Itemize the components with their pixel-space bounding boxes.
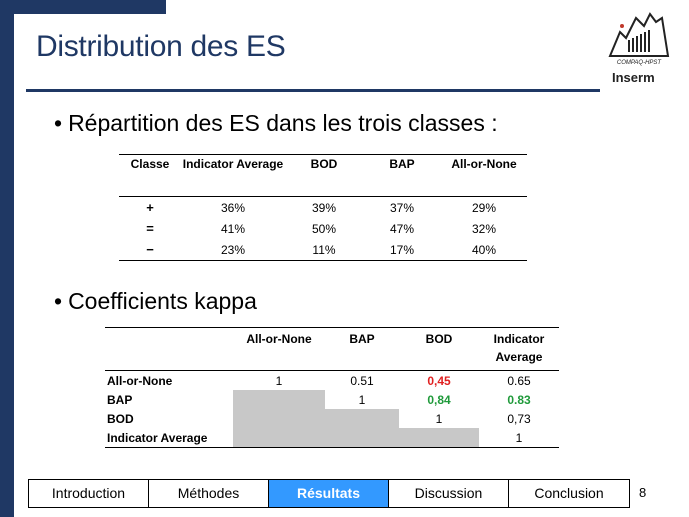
- table-cell: 47%: [389, 221, 415, 236]
- classes-table-header: Classe Indicator Average BOD BAP All-or-…: [119, 154, 527, 197]
- page-number: 8: [639, 485, 647, 500]
- bullet-text: Répartition des ES dans les trois classe…: [68, 110, 498, 136]
- table-cell: 32%: [471, 221, 497, 236]
- nav-discussion[interactable]: Discussion: [389, 480, 509, 507]
- table-cell: 23%: [220, 242, 246, 257]
- table-row: = 41% 50% 47% 32%: [119, 218, 527, 239]
- row-label: BAP: [107, 392, 133, 407]
- table-cell: 1: [275, 373, 283, 388]
- shaded-cell: [325, 409, 399, 428]
- header-bod: BOD: [285, 154, 363, 197]
- table-cell: 40%: [471, 242, 497, 257]
- logo-caption: COMPAQ-HPST: [616, 60, 662, 66]
- left-accent-bar: [0, 0, 14, 517]
- slide-title: Distribution des ES: [36, 30, 286, 63]
- table-cell: 1: [358, 392, 366, 407]
- bullet-dot: •: [54, 110, 63, 136]
- nav-methodes[interactable]: Méthodes: [149, 480, 269, 507]
- shaded-cell: [399, 428, 479, 448]
- class-symbol: +: [146, 200, 154, 215]
- header-indicator-average: Indicator Average: [479, 327, 559, 371]
- table-cell: 11%: [312, 242, 336, 257]
- shaded-cell: [325, 428, 399, 448]
- header-bod: BOD: [399, 327, 479, 371]
- kappa-table: All-or-None BAP BOD Indicator Average Al…: [105, 327, 559, 448]
- table-row: All-or-None 1 0.51 0,45 0.65: [105, 371, 559, 391]
- table-cell: 0,73: [507, 411, 531, 426]
- table-cell: 0.51: [350, 373, 374, 388]
- header-empty: [105, 327, 233, 371]
- row-label: Indicator Average: [107, 430, 208, 445]
- table-cell: 37%: [389, 200, 415, 215]
- table-cell: 1: [435, 411, 443, 426]
- table-row: + 36% 39% 37% 29%: [119, 197, 527, 219]
- top-accent-bar: [0, 0, 166, 14]
- bullet-kappa: • Coefficients kappa: [54, 288, 257, 315]
- table-cell: 29%: [471, 200, 497, 215]
- table-cell: 0.65: [507, 373, 531, 388]
- table-cell: 17%: [389, 242, 415, 257]
- logo-brand: Inserm: [612, 70, 655, 85]
- table-cell: 36%: [220, 200, 246, 215]
- title-underline: [26, 89, 600, 92]
- class-symbol: =: [146, 221, 154, 236]
- header-bap: BAP: [363, 154, 441, 197]
- classes-table: Classe Indicator Average BOD BAP All-or-…: [119, 154, 527, 261]
- row-label: BOD: [107, 411, 134, 426]
- shaded-cell: [233, 390, 325, 409]
- table-cell: 41%: [220, 221, 246, 236]
- section-nav: Introduction Méthodes Résultats Discussi…: [28, 479, 630, 508]
- bullet-repartition: • Répartition des ES dans les trois class…: [54, 110, 498, 137]
- logo-mountain-icon: [608, 12, 670, 57]
- nav-conclusion[interactable]: Conclusion: [534, 485, 604, 501]
- table-cell: 39%: [311, 200, 337, 215]
- table-row: Indicator Average 1: [105, 428, 559, 448]
- class-symbol: −: [146, 242, 154, 257]
- table-cell-highlight-red: 0,45: [427, 373, 451, 388]
- kappa-table-header: All-or-None BAP BOD Indicator Average: [105, 327, 559, 371]
- bullet-dot: •: [54, 288, 63, 314]
- nav-resultats[interactable]: Résultats: [269, 480, 389, 507]
- table-cell-highlight-green: 0,84: [427, 392, 451, 407]
- table-row: BOD 1 0,73: [105, 409, 559, 428]
- table-cell: 1: [515, 430, 523, 445]
- bullet-text: Coefficients kappa: [68, 288, 257, 314]
- shaded-cell: [233, 409, 325, 428]
- header-all-or-none: All-or-None: [441, 154, 527, 197]
- compaq-inserm-logo: COMPAQ-HPST Inserm: [606, 10, 676, 88]
- header-bap: BAP: [325, 327, 399, 371]
- shaded-cell: [233, 428, 325, 448]
- nav-introduction[interactable]: Introduction: [29, 480, 149, 507]
- row-label: All-or-None: [107, 373, 173, 388]
- table-row: − 23% 11% 17% 40%: [119, 239, 527, 261]
- header-all-or-none: All-or-None: [233, 327, 325, 371]
- table-cell: 50%: [311, 221, 337, 236]
- table-row: BAP 1 0,84 0.83: [105, 390, 559, 409]
- header-classe: Classe: [119, 154, 181, 197]
- header-indicator-average: Indicator Average: [181, 154, 285, 197]
- table-cell-highlight-green: 0.83: [507, 392, 531, 407]
